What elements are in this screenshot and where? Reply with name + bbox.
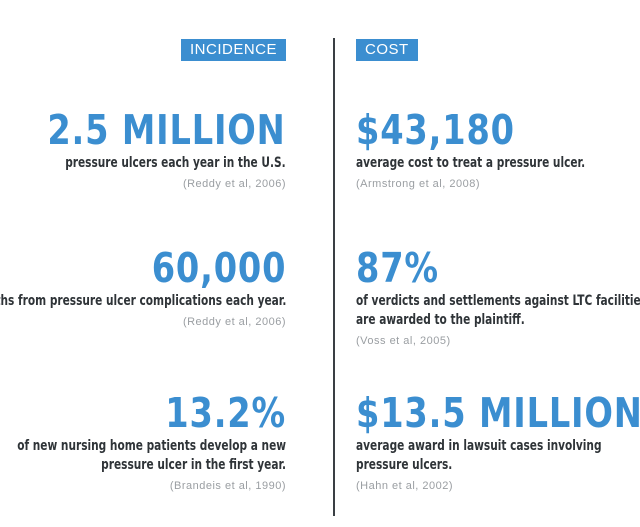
stat-value: 60,000	[151, 244, 286, 292]
stat-description: pressure ulcers each year in the U.S.	[65, 155, 286, 171]
stat-source: (Hahn et al, 2002)	[356, 480, 454, 492]
stat-value: $43,180	[356, 106, 515, 154]
cost-header: COST	[356, 39, 418, 61]
stat-source: (Armstrong et al, 2008)	[356, 178, 480, 190]
stat-description: average cost to treat a pressure ulcer.	[356, 155, 586, 171]
stat-value: 87%	[356, 244, 439, 292]
stat-source: (Reddy et al, 2006)	[182, 316, 286, 328]
incidence-header: INCIDENCE	[180, 39, 286, 61]
incidence-stat-1: 2.5 MILLION pressure ulcers each year in…	[0, 108, 286, 190]
stat-value: 13.2%	[165, 389, 286, 437]
stat-description-line-1: of new nursing home patients develop a n…	[17, 438, 286, 454]
stat-description-line-2: pressure ulcer in the first year.	[101, 457, 286, 473]
stat-value: $13.5 MILLION	[356, 389, 640, 437]
stat-description: deaths from pressure ulcer complications…	[0, 293, 286, 309]
stat-description-line-1: average award in lawsuit cases involving	[356, 438, 602, 454]
stat-source: (Brandeis et al, 1990)	[169, 480, 286, 492]
stat-description-line-1: of verdicts and settlements against LTC …	[356, 293, 640, 309]
stat-source: (Reddy et al, 2006)	[182, 178, 286, 190]
stat-value: 2.5 MILLION	[47, 106, 286, 154]
incidence-stat-3: 13.2% of new nursing home patients devel…	[0, 391, 286, 492]
cost-stat-1: $43,180 average cost to treat a pressure…	[356, 108, 629, 190]
stat-description-line-2: are awarded to the plaintiff.	[356, 312, 525, 328]
stat-source: (Voss et al, 2005)	[356, 335, 451, 347]
column-divider	[333, 38, 335, 516]
stat-description-line-2: pressure ulcers.	[356, 457, 453, 473]
cost-stat-2: 87% of verdicts and settlements against …	[356, 246, 640, 347]
incidence-stat-2: 60,000 deaths from pressure ulcer compli…	[0, 246, 286, 328]
cost-stat-3: $13.5 MILLION average award in lawsuit c…	[356, 391, 640, 492]
